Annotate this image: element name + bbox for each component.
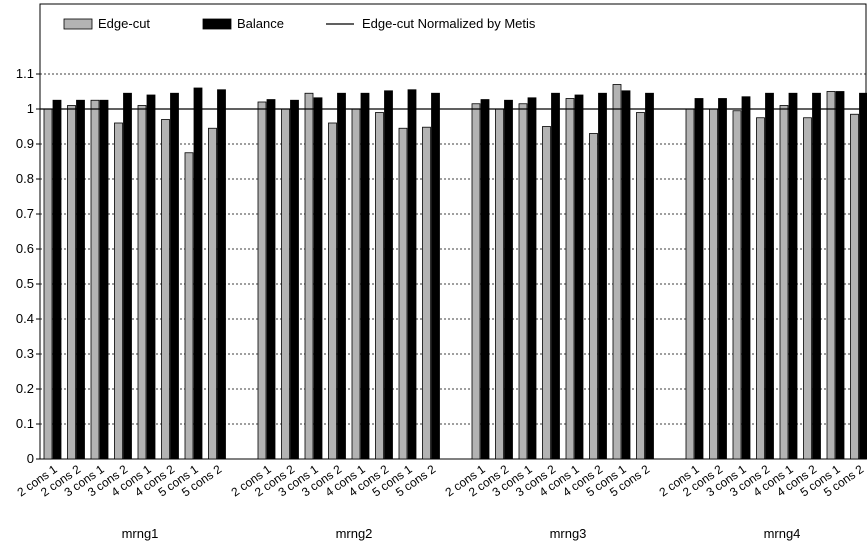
x-category-labels: 2 cons 12 cons 23 cons 13 cons 24 cons 1… bbox=[15, 462, 867, 500]
bar-edge-cut bbox=[68, 106, 76, 460]
y-tick-label: 0.2 bbox=[16, 381, 34, 396]
bar-balance bbox=[338, 93, 346, 459]
bar-balance bbox=[267, 100, 275, 459]
bar-balance bbox=[742, 97, 750, 459]
y-tick-label: 0.8 bbox=[16, 171, 34, 186]
bar-edge-cut bbox=[733, 111, 741, 459]
bar-edge-cut bbox=[710, 109, 718, 459]
group-label: mrng3 bbox=[550, 526, 587, 541]
bar-balance bbox=[599, 93, 607, 459]
bar-balance bbox=[575, 95, 583, 459]
bar-edge-cut bbox=[637, 113, 645, 460]
x-group-labels: mrng1 mrng2 mrng3 mrng4 bbox=[122, 526, 801, 541]
bar-edge-cut bbox=[827, 92, 835, 460]
bar-edge-cut bbox=[352, 109, 360, 459]
y-tick-label: 0.4 bbox=[16, 311, 34, 326]
bar-edge-cut bbox=[804, 118, 812, 459]
y-tick-label: 0.5 bbox=[16, 276, 34, 291]
y-tick-label: 0.3 bbox=[16, 346, 34, 361]
bar-edge-cut bbox=[329, 123, 337, 459]
bar-edge-cut bbox=[305, 93, 313, 459]
y-tick-label: 0.1 bbox=[16, 416, 34, 431]
bar-balance bbox=[171, 93, 179, 459]
bar-edge-cut bbox=[590, 134, 598, 460]
bar-edge-cut bbox=[258, 102, 266, 459]
bar-balance bbox=[432, 93, 440, 459]
bar-edge-cut bbox=[496, 109, 504, 459]
bar-balance bbox=[836, 92, 844, 460]
y-tick-label: 0.9 bbox=[16, 136, 34, 151]
bar-balance bbox=[314, 98, 322, 459]
bar-edge-cut bbox=[686, 109, 694, 459]
y-tick-label: 0.6 bbox=[16, 241, 34, 256]
bar-balance bbox=[218, 90, 226, 459]
bar-edge-cut bbox=[185, 153, 193, 459]
bar-balance bbox=[408, 90, 416, 459]
legend-swatch-edge-cut bbox=[64, 19, 92, 29]
bar-balance bbox=[528, 98, 536, 459]
bar-balance bbox=[147, 95, 155, 459]
bar-edge-cut bbox=[162, 120, 170, 460]
bar-balance bbox=[695, 99, 703, 460]
bar-edge-cut bbox=[423, 127, 431, 459]
y-tick-label: 0 bbox=[27, 451, 34, 466]
bar-balance bbox=[361, 93, 369, 459]
bar-balance bbox=[622, 91, 630, 459]
bar-edge-cut bbox=[282, 109, 290, 459]
bar-balance bbox=[789, 93, 797, 459]
bar-edge-cut bbox=[566, 99, 574, 460]
bar-balance bbox=[124, 93, 132, 459]
bar-edge-cut bbox=[376, 113, 384, 460]
group-label: mrng2 bbox=[336, 526, 373, 541]
y-axis-ticks: 0 0.1 0.2 0.3 0.4 0.5 0.6 0.7 0.8 0.9 1 1.1 bbox=[16, 66, 40, 466]
bar-edge-cut bbox=[44, 109, 52, 459]
bar-balance bbox=[505, 100, 513, 459]
bar-edge-cut bbox=[543, 127, 551, 460]
bar-balance bbox=[481, 100, 489, 459]
bar-edge-cut bbox=[851, 114, 859, 459]
group-label: mrng1 bbox=[122, 526, 159, 541]
bar-edge-cut bbox=[115, 123, 123, 459]
bar-balance bbox=[100, 100, 108, 459]
bar-edge-cut bbox=[472, 104, 480, 459]
bar-balance bbox=[385, 91, 393, 459]
bar-balance bbox=[194, 88, 202, 459]
bar-balance bbox=[646, 93, 654, 459]
bar-balance bbox=[719, 99, 727, 460]
bar-balance bbox=[53, 100, 61, 459]
y-tick-label: 1.1 bbox=[16, 66, 34, 81]
bar-balance bbox=[552, 93, 560, 459]
legend-label: Balance bbox=[237, 16, 284, 31]
bar-edge-cut bbox=[209, 128, 217, 459]
y-tick-label: 1 bbox=[27, 101, 34, 116]
bar-edge-cut bbox=[138, 106, 146, 460]
bar-edge-cut bbox=[780, 106, 788, 460]
legend-label: Edge-cut bbox=[98, 16, 150, 31]
group-label: mrng4 bbox=[764, 526, 801, 541]
bar-balance bbox=[860, 93, 867, 459]
bar-balance bbox=[291, 100, 299, 459]
bar-balance bbox=[813, 93, 821, 459]
bar-balance bbox=[77, 100, 85, 459]
legend-swatch-balance bbox=[203, 19, 231, 29]
bar-edge-cut bbox=[399, 128, 407, 459]
bar-edge-cut bbox=[91, 100, 99, 459]
legend-label: Edge-cut Normalized by Metis bbox=[362, 16, 536, 31]
y-tick-label: 0.7 bbox=[16, 206, 34, 221]
bar-edge-cut bbox=[757, 118, 765, 459]
bar-edge-cut bbox=[519, 104, 527, 459]
bar-balance bbox=[766, 93, 774, 459]
bar-edge-cut bbox=[613, 85, 621, 460]
